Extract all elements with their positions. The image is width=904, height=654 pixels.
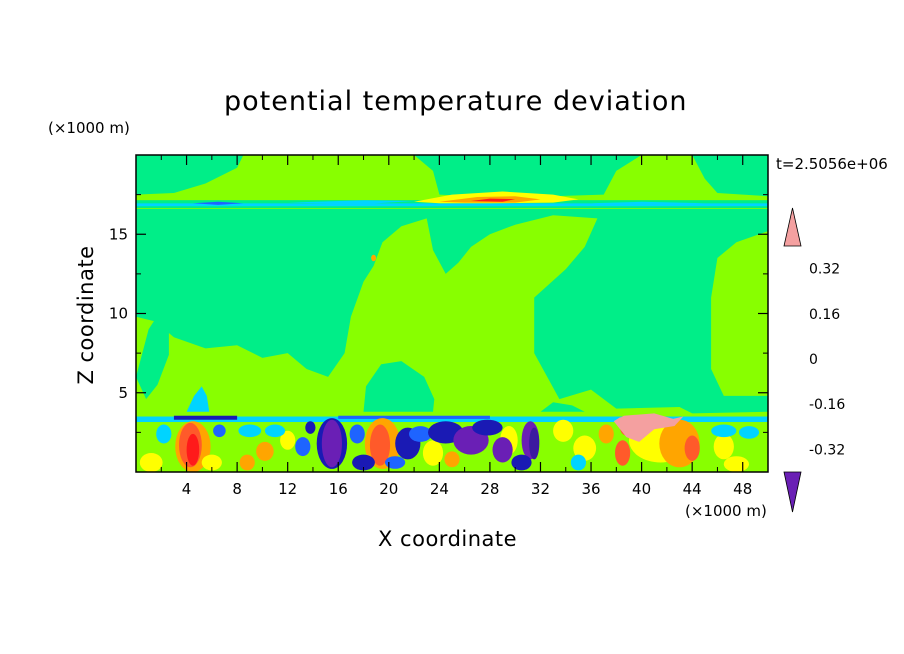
colorbar-max-arrow [783, 207, 802, 247]
contour-cell [352, 454, 375, 471]
x-tick-label: 44 [683, 480, 702, 498]
contour-cell [139, 453, 163, 472]
colorbar-label: -0.16 [809, 397, 845, 413]
contour-cell [615, 440, 631, 466]
contour-cell [511, 454, 532, 471]
contour-region [136, 155, 244, 195]
contour-cell [239, 454, 255, 471]
contour-region [540, 402, 585, 412]
isolated-cell [371, 254, 377, 262]
warm-maximum [613, 417, 628, 426]
contour-field [136, 155, 768, 472]
x-tick-label: 28 [480, 480, 499, 498]
tropopause-cool [591, 201, 705, 205]
contour-cell [723, 456, 750, 472]
contour-cell [280, 430, 296, 450]
x-tick-label: 12 [278, 480, 297, 498]
x-axis-label: X coordinate [378, 527, 518, 551]
contour-cell [349, 424, 365, 444]
y-tick-label: 15 [109, 225, 128, 243]
contour-region [186, 386, 210, 412]
contour-cell [201, 454, 222, 471]
contour-cell [573, 435, 597, 461]
colorbar-label: -0.32 [809, 442, 845, 458]
y-axis-unit: (×1000 m) [48, 119, 130, 137]
contour-cell [598, 424, 614, 444]
colorbar-label: 0.16 [809, 307, 840, 323]
contour-cell [570, 454, 587, 471]
warm-maximum [613, 413, 684, 442]
x-axis-unit: (×1000 m) [685, 502, 767, 520]
contour-cell [256, 441, 274, 461]
x-tick-label: 4 [182, 480, 192, 498]
boundary-top [136, 416, 768, 423]
contour-cell [492, 437, 513, 463]
boundary-top [338, 415, 490, 419]
contour-cell [738, 426, 760, 439]
contour-cell [295, 437, 311, 457]
y-tick-label: 10 [109, 305, 128, 323]
contour-cell [409, 426, 432, 442]
boundary-top [173, 415, 238, 420]
contour-cell [472, 419, 503, 436]
contour-cell [529, 427, 540, 460]
contour-region [136, 305, 174, 400]
contour-region [692, 155, 768, 197]
x-tick-label: 48 [733, 480, 752, 498]
contour-region [136, 208, 768, 414]
x-tick-label: 40 [632, 480, 651, 498]
x-tick-label: 36 [581, 480, 600, 498]
y-tick-label: 5 [118, 384, 128, 402]
contour-cell [369, 424, 391, 466]
colorbar-label: 0.32 [809, 262, 840, 278]
contour-cell [156, 424, 172, 444]
colorbar-label: 0 [809, 352, 818, 368]
contour-cell [684, 435, 700, 461]
x-tick-label: 20 [379, 480, 398, 498]
contour-cell [186, 433, 200, 466]
contour-cell [321, 419, 342, 468]
time-label: t=2.5056e+06 [776, 155, 888, 173]
x-tick-label: 16 [329, 480, 348, 498]
tropopause-warm [471, 198, 516, 202]
colorbar: 0.32 0.16 0 -0.16 -0.32 [783, 207, 845, 513]
contour-cell [238, 424, 262, 438]
contour-cell [711, 424, 737, 438]
contour-region [414, 155, 642, 198]
tropopause-cool [287, 200, 415, 205]
x-tick-label: 8 [232, 480, 242, 498]
colorbar-min-arrow [783, 471, 802, 513]
chart-title: potential temperature deviation [224, 86, 688, 117]
y-axis-label: Z coordinate [74, 245, 98, 385]
contour-cell [713, 433, 734, 460]
contour-cell [385, 456, 406, 469]
contour-cell [264, 424, 286, 438]
contour-cell [553, 419, 574, 442]
contour-cell [444, 451, 460, 468]
contour-cell [422, 440, 444, 466]
contour-cell [305, 421, 316, 434]
tropopause-cool [192, 201, 244, 205]
contour-cell [213, 424, 226, 438]
x-tick-label: 32 [531, 480, 550, 498]
x-tick-label: 24 [430, 480, 449, 498]
contour-region [363, 361, 435, 412]
tropopause-band [136, 203, 768, 207]
